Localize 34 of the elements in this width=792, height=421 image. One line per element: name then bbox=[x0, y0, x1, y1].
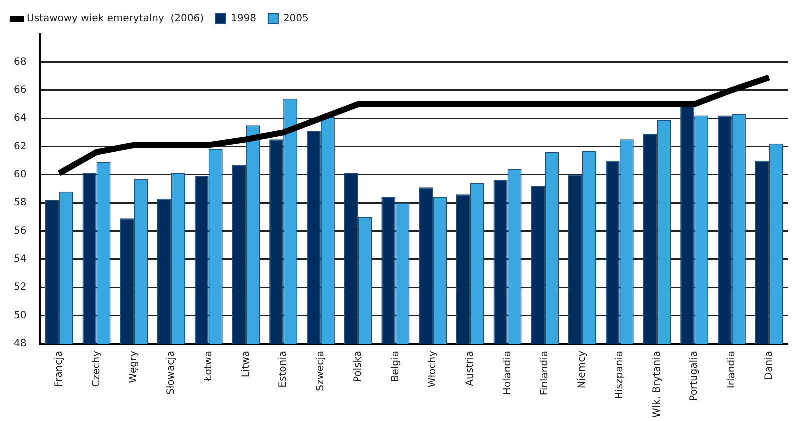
y-tick-label: 50 bbox=[14, 310, 27, 322]
x-tick-label: Włochy bbox=[428, 350, 439, 388]
y-tick-label: 54 bbox=[14, 254, 27, 266]
x-tick-label: Polska bbox=[352, 351, 364, 383]
x-tick-label: Węgry bbox=[128, 350, 140, 384]
x-tick-label: Belgia bbox=[390, 351, 402, 382]
x-tick-label: Czechy bbox=[91, 350, 102, 388]
y-tick-label: 56 bbox=[14, 226, 27, 237]
y-tick-label: 60 bbox=[14, 170, 27, 181]
y-tick-label: 62 bbox=[14, 141, 27, 152]
x-tick-label: Litwa bbox=[240, 351, 252, 378]
y-tick-label: 52 bbox=[14, 282, 27, 294]
x-tick-label: Dania bbox=[764, 351, 775, 380]
x-tick-label: Austria bbox=[465, 351, 476, 386]
x-tick-label: Portugalia bbox=[689, 351, 700, 402]
x-tick-label: Finlandia bbox=[540, 351, 551, 396]
y-tick-label: 68 bbox=[14, 56, 27, 68]
x-tick-label: Hiszpania bbox=[614, 351, 626, 400]
y-tick-label: 58 bbox=[14, 198, 27, 209]
legend-label: 2005 bbox=[283, 14, 309, 25]
y-tick-label: 64 bbox=[14, 113, 27, 124]
legend-label: 1998 bbox=[230, 14, 256, 25]
x-tick-label: Szwecja bbox=[316, 351, 327, 392]
y-tick-label: 48 bbox=[14, 338, 27, 350]
x-tick-label: Irlandia bbox=[726, 351, 738, 389]
x-tick-label: Estonia bbox=[278, 351, 290, 388]
x-tick-label: Słowacja bbox=[166, 351, 178, 396]
x-tick-label: Niemcy bbox=[577, 350, 588, 389]
y-tick-label: 66 bbox=[14, 84, 27, 96]
legend-label: Ustawowy wiek emerytalny (2006) bbox=[27, 14, 204, 25]
x-tick-label: Łotwa bbox=[203, 351, 214, 382]
x-tick-label: Wlk. Brytania bbox=[652, 351, 663, 418]
x-tick-label: Holandia bbox=[502, 351, 514, 396]
x-tick-label: Francja bbox=[54, 351, 65, 388]
